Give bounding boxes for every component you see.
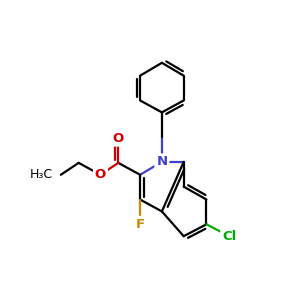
Text: H₃C: H₃C [30,168,53,181]
Text: O: O [113,132,124,145]
Text: Cl: Cl [222,230,236,243]
Text: F: F [136,218,145,231]
Text: N: N [156,155,167,168]
Text: O: O [95,168,106,181]
